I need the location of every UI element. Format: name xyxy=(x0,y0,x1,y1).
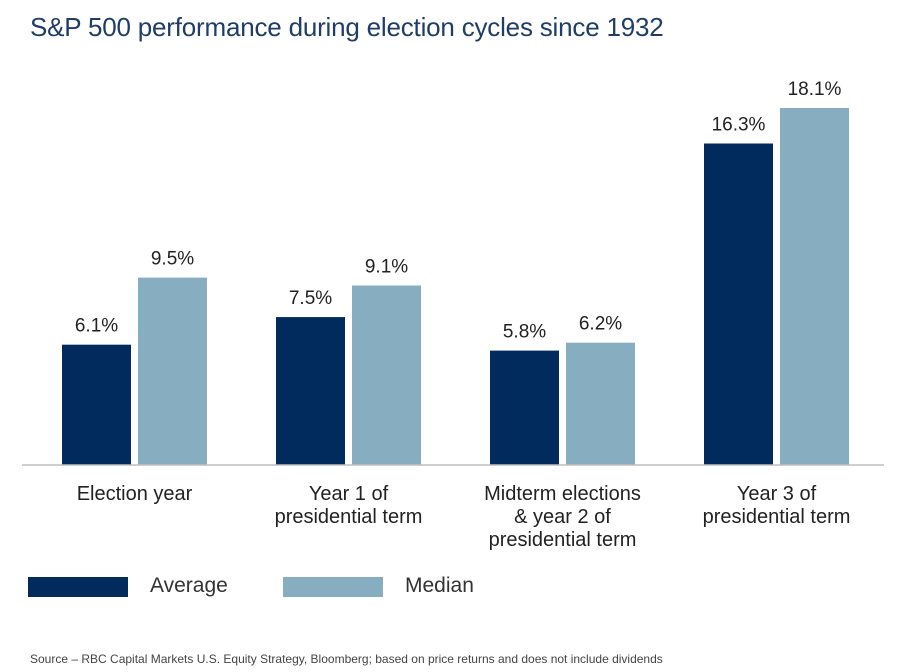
bar-average-0 xyxy=(62,344,131,465)
source-note: Source – RBC Capital Markets U.S. Equity… xyxy=(30,652,663,666)
legend-swatch-median xyxy=(283,577,383,597)
legend-label-median: Median xyxy=(405,574,474,597)
chart-title: S&P 500 performance during election cycl… xyxy=(30,12,664,42)
legend-swatch-average xyxy=(28,577,128,597)
legend-label-average: Average xyxy=(150,574,228,597)
category-label-0: Election year xyxy=(77,483,193,505)
category-label-1: Year 1 of presidential term xyxy=(275,483,423,528)
data-label-average-3: 16.3% xyxy=(712,115,766,136)
category-label-3: Year 3 of presidential term xyxy=(703,483,851,528)
bar-median-3 xyxy=(780,108,849,465)
bar-chart: 6.1% 9.5% Election year 7.5% 9.1% Year 1 of pr… xyxy=(22,79,884,551)
bar-median-0 xyxy=(138,277,207,465)
bar-median-2 xyxy=(566,342,635,465)
data-label-median-3: 18.1% xyxy=(788,79,842,100)
bar-median-1 xyxy=(352,285,421,465)
data-label-median-0: 9.5% xyxy=(151,249,194,270)
data-label-average-0: 6.1% xyxy=(75,316,118,337)
data-label-average-2: 5.8% xyxy=(503,322,546,343)
data-label-median-2: 6.2% xyxy=(579,314,622,335)
bar-average-1 xyxy=(276,317,345,465)
category-label-2: Midterm elections & year 2 of presidential… xyxy=(484,483,641,551)
data-label-average-1: 7.5% xyxy=(289,288,332,309)
data-label-median-1: 9.1% xyxy=(365,257,408,278)
bar-average-3 xyxy=(704,143,773,466)
bar-average-2 xyxy=(490,350,559,465)
